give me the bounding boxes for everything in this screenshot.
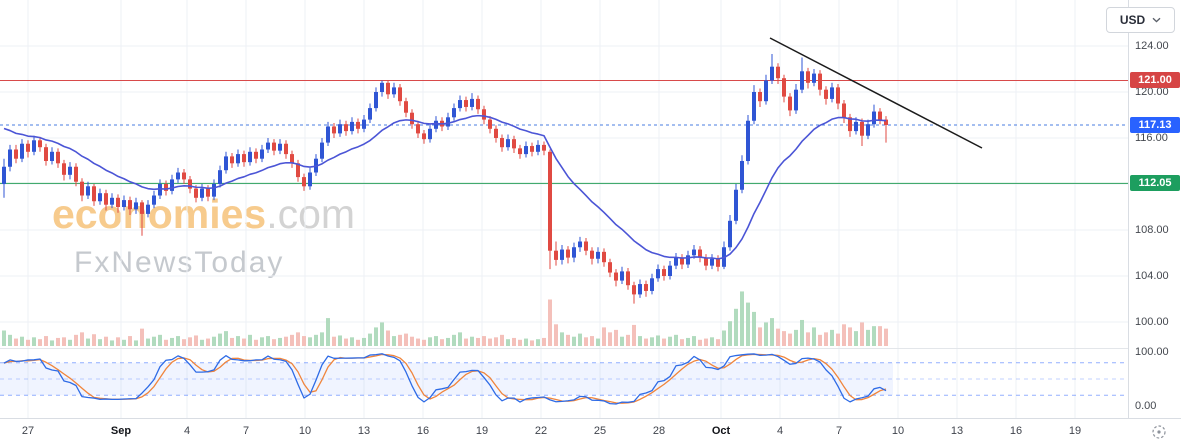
- time-label: 10: [891, 425, 905, 437]
- price-tick-label: 0.00: [1135, 400, 1157, 412]
- price-tick-label: 116.00: [1135, 132, 1168, 144]
- price-badge-last-price: 117.13: [1130, 117, 1180, 133]
- time-label: 4: [183, 425, 191, 437]
- volume-layer: [2, 291, 888, 346]
- time-label: 25: [593, 425, 607, 437]
- time-label: 28: [652, 425, 666, 437]
- chevron-down-icon: [1152, 17, 1161, 23]
- ma-line: [3, 114, 887, 260]
- currency-dropdown[interactable]: USD: [1106, 7, 1175, 33]
- watermark-brand: economies: [52, 191, 267, 237]
- settings-icon[interactable]: [1150, 423, 1168, 441]
- price-levels: [0, 80, 1128, 184]
- trendline[interactable]: [769, 37, 983, 149]
- grid-layer: [0, 0, 1128, 418]
- price-tick-label: 124.00: [1135, 40, 1169, 52]
- price-tick-label: 100.00: [1135, 346, 1169, 358]
- time-label: 19: [1068, 425, 1082, 437]
- price-badge-resistance: 121.00: [1130, 72, 1180, 88]
- stochastic-band: [0, 362, 1128, 396]
- time-axis[interactable]: 27 Sep 4 7 10 13 16 19 22 25 28 Oct 4 7 10 13 16 19: [0, 418, 1181, 448]
- time-label: 13: [357, 425, 371, 437]
- watermark-suffix: .com: [266, 191, 356, 237]
- time-label: 16: [1009, 425, 1023, 437]
- stochastic-lines: [3, 353, 887, 405]
- time-label: 7: [242, 425, 250, 437]
- price-tick-label: 120.00: [1135, 86, 1169, 98]
- time-label: 27: [21, 425, 35, 437]
- time-label: 19: [475, 425, 489, 437]
- watermark-subbrand: FxNewsToday: [74, 246, 285, 279]
- candles-layer: [2, 54, 888, 304]
- price-axis[interactable]: 124.00 120.00 116.00 108.00 104.00 100.00 100.…: [1128, 0, 1181, 418]
- price-tick-label: 104.00: [1135, 270, 1169, 282]
- time-label: 4: [776, 425, 784, 437]
- time-label: 7: [835, 425, 843, 437]
- time-label: 16: [416, 425, 430, 437]
- currency-label: USD: [1119, 13, 1146, 27]
- gear-target-icon: [1152, 425, 1166, 439]
- price-tick-label: 108.00: [1135, 224, 1169, 236]
- price-badge-support: 112.05: [1130, 175, 1180, 191]
- time-label: 10: [298, 425, 312, 437]
- watermark: economies.com: [52, 194, 355, 235]
- time-label: Oct: [711, 425, 731, 437]
- time-label: 13: [950, 425, 964, 437]
- time-label: Sep: [110, 425, 132, 437]
- time-label: 22: [534, 425, 548, 437]
- price-tick-label: 100.00: [1135, 316, 1169, 328]
